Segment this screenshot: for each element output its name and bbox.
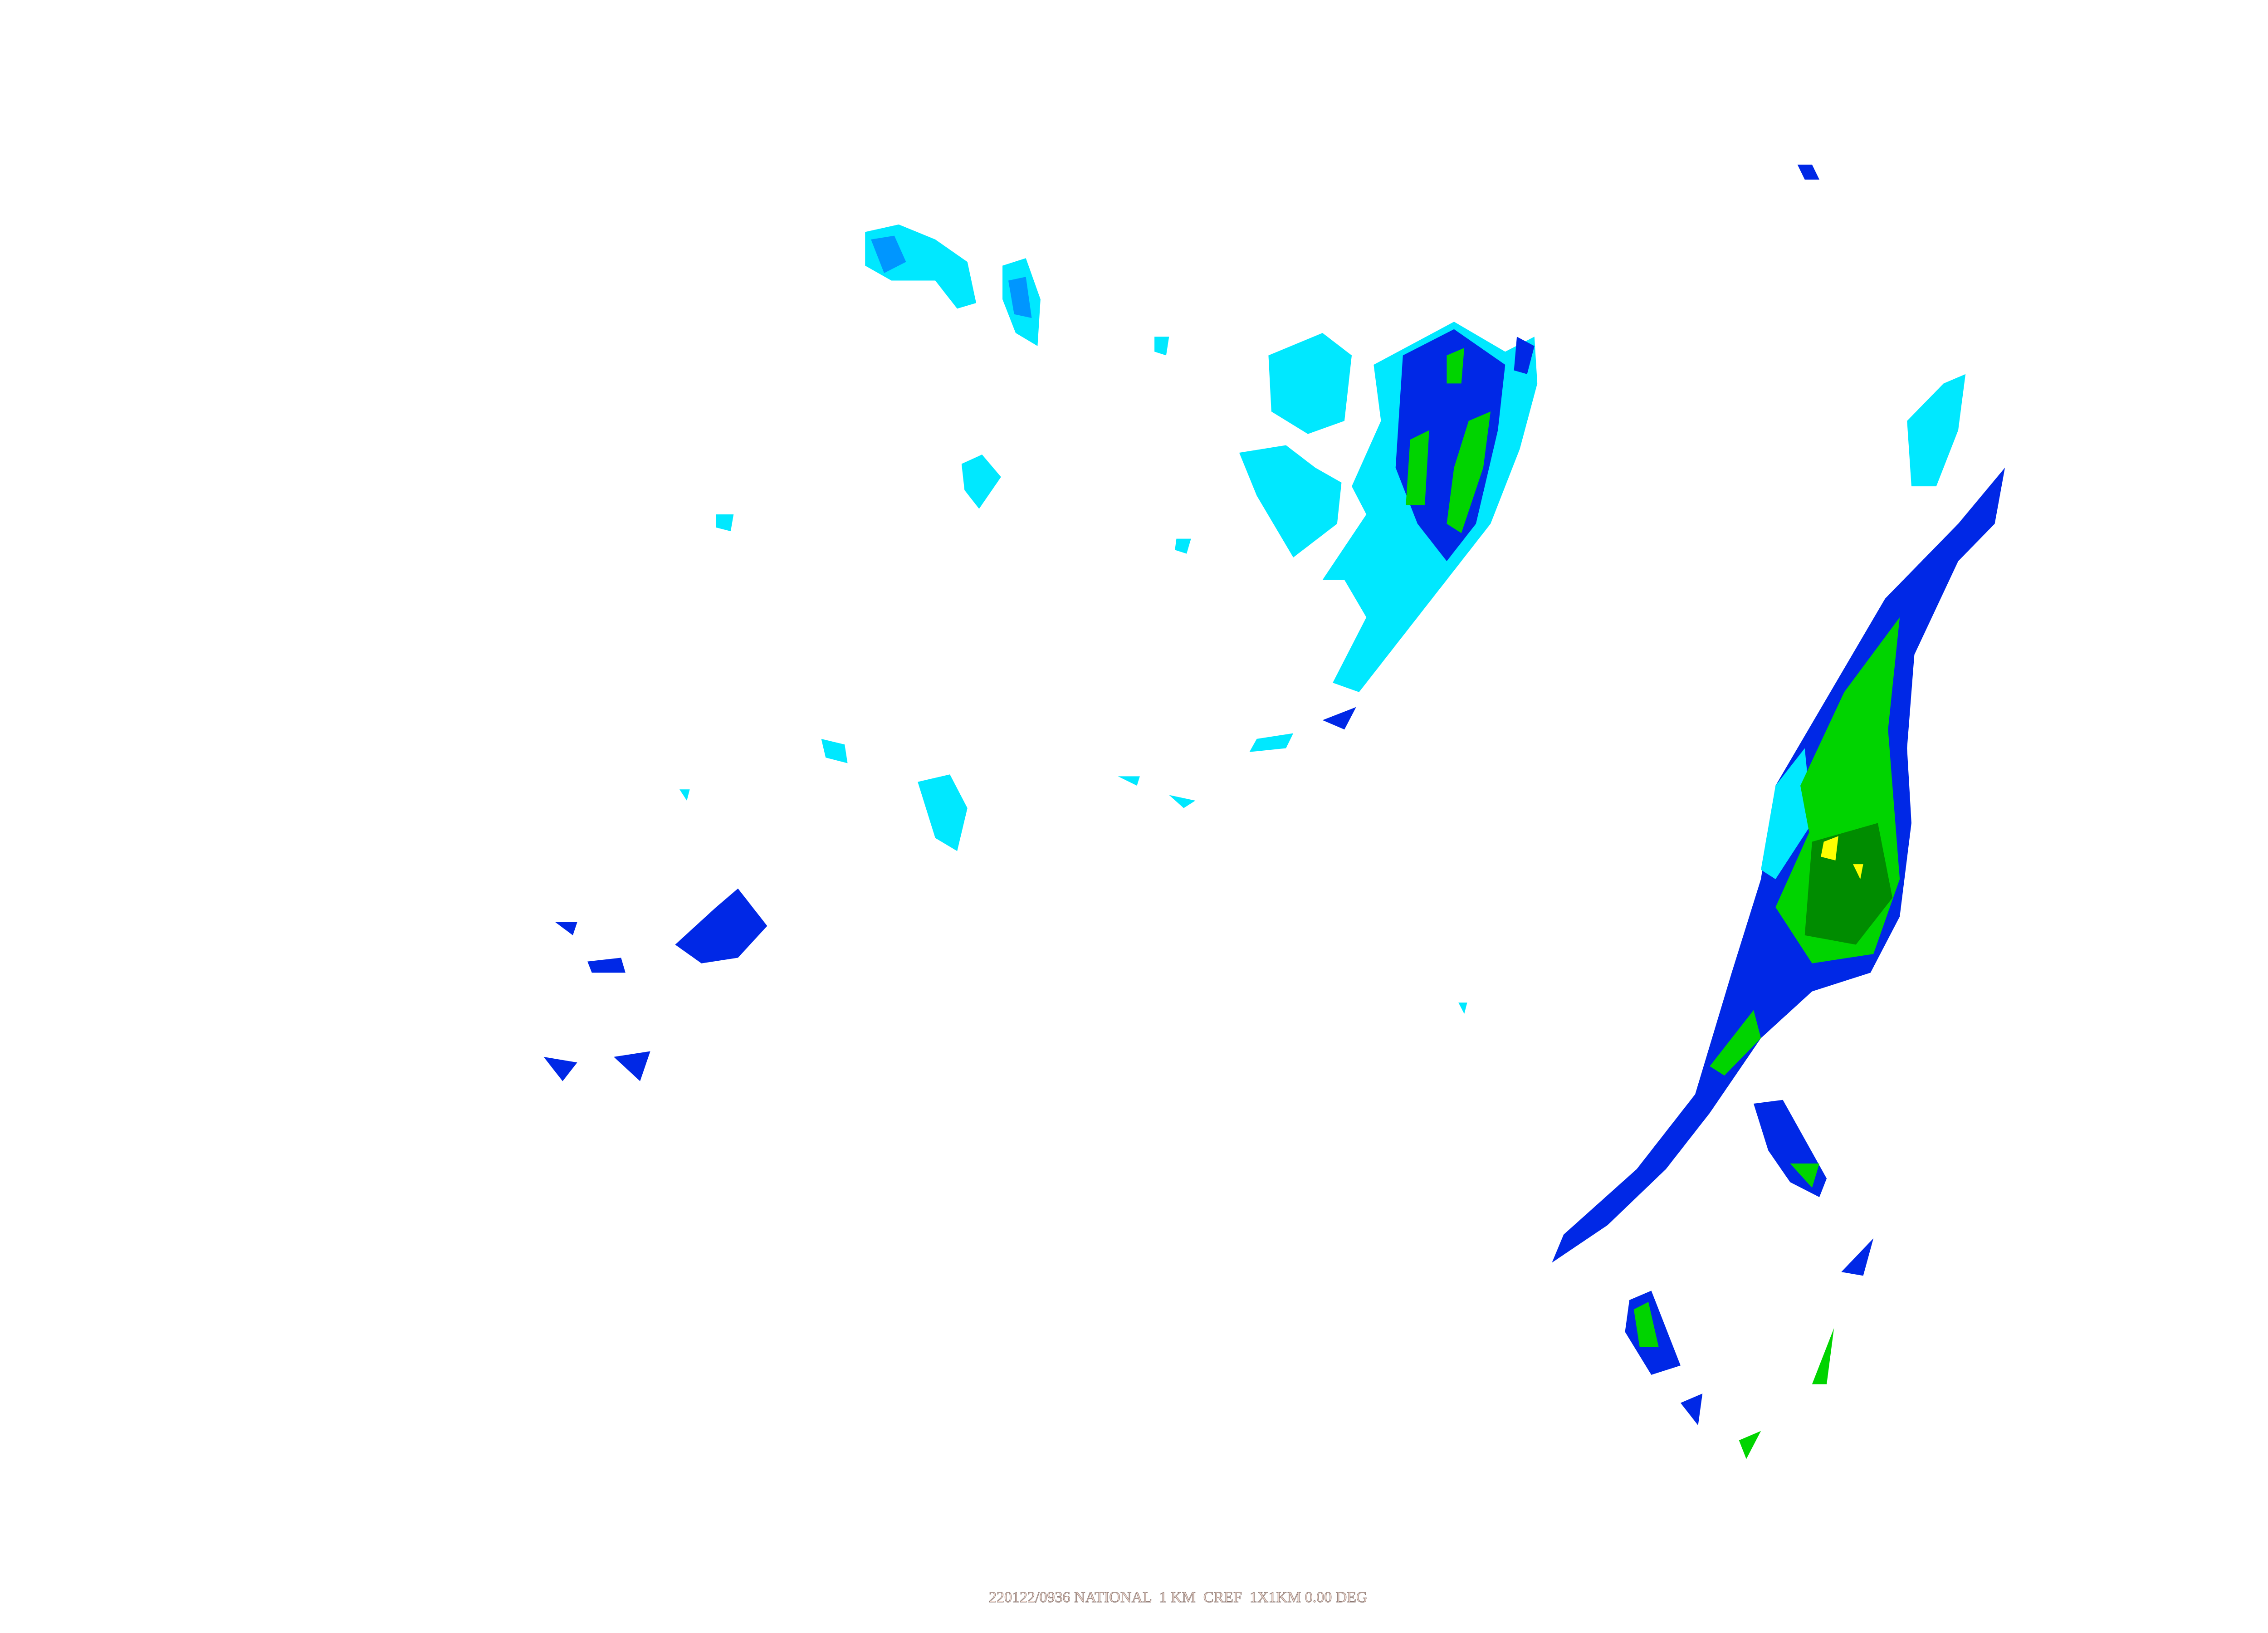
radar-echo bbox=[1322, 707, 1356, 730]
echo-northwest-cores bbox=[871, 235, 1032, 318]
radar-echo bbox=[1406, 430, 1429, 505]
echo-isolated-cells bbox=[679, 374, 1966, 1014]
radar-echo bbox=[555, 922, 577, 935]
radar-echo bbox=[1633, 1302, 1659, 1347]
radar-echo bbox=[716, 514, 734, 532]
radar-echo bbox=[1249, 733, 1294, 752]
radar-echo bbox=[1447, 348, 1465, 384]
radar-echo bbox=[614, 1051, 650, 1081]
radar-echo bbox=[1458, 1002, 1467, 1014]
echo-northwest-cluster bbox=[716, 224, 1191, 554]
radar-echo bbox=[1447, 411, 1491, 533]
radar-echo bbox=[1514, 337, 1535, 374]
radar-echo bbox=[1739, 1431, 1761, 1459]
radar-echo bbox=[1812, 1328, 1834, 1384]
radar-echo bbox=[821, 738, 848, 763]
radar-echo bbox=[1797, 164, 1819, 180]
echo-southwest-cluster bbox=[543, 164, 1819, 1081]
radar-echo bbox=[1753, 1100, 1827, 1198]
radar-echo bbox=[543, 1056, 577, 1081]
radar-echo bbox=[587, 958, 626, 973]
radar-echo bbox=[918, 774, 968, 851]
echo-southeast-squall-line bbox=[1552, 467, 2005, 1426]
radar-echo bbox=[1710, 1010, 1761, 1076]
echo-squall-line-heavy bbox=[1633, 617, 1900, 1459]
radar-echo bbox=[1154, 337, 1169, 356]
radar-echo bbox=[679, 789, 690, 801]
radar-product-caption: 220122/0936 NATIONAL 1 KM CREF 1X1KM 0.0… bbox=[989, 1589, 1368, 1606]
radar-echo bbox=[1268, 333, 1352, 434]
radar-echo bbox=[1761, 748, 1812, 880]
radar-echo bbox=[871, 235, 906, 274]
radar-echo bbox=[1169, 795, 1196, 808]
radar-echo bbox=[1821, 836, 1838, 861]
echo-squall-line-fringe bbox=[1761, 748, 1812, 880]
radar-echo bbox=[1680, 1393, 1703, 1426]
radar-echo bbox=[961, 455, 1001, 509]
radar-echo bbox=[1853, 864, 1863, 880]
echo-squall-line-intense bbox=[1821, 836, 1863, 880]
radar-echo bbox=[1790, 1163, 1819, 1188]
radar-echo bbox=[1118, 776, 1140, 786]
radar-echo bbox=[1008, 277, 1032, 318]
radar-echo bbox=[1841, 1238, 1874, 1276]
echo-central-north-heavy bbox=[1406, 348, 1491, 533]
radar-echo bbox=[1175, 538, 1191, 554]
radar-echo bbox=[675, 888, 767, 963]
radar-echo bbox=[1239, 445, 1342, 557]
radar-echo bbox=[1907, 374, 1966, 487]
